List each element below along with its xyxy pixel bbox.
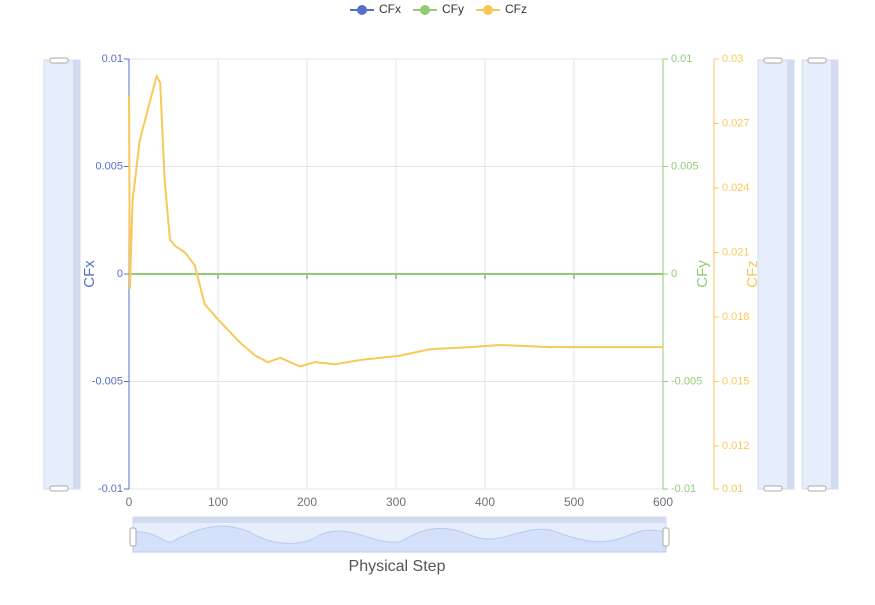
y-tick-label: 0.018 xyxy=(722,311,750,323)
y-tick-label: 0 xyxy=(117,268,123,280)
zoom-sliders[interactable] xyxy=(43,57,839,553)
legend-item[interactable]: CFz xyxy=(476,2,527,16)
y-axis-label: CFx xyxy=(81,260,98,288)
y-tick-label: 0.024 xyxy=(722,182,750,194)
y-tick-label: 0.03 xyxy=(722,53,743,65)
legend-label: CFx xyxy=(379,2,401,16)
y-tick-label: 0.021 xyxy=(722,246,750,258)
y-axis-label: CFz xyxy=(744,260,761,288)
y-tick-label: 0.01 xyxy=(722,483,743,495)
y-tick-label: 0.005 xyxy=(671,160,699,172)
y-tick-label: 0.027 xyxy=(722,117,750,129)
y-tick-label: 0.005 xyxy=(95,160,123,172)
y-tick-label: 0.015 xyxy=(722,375,750,387)
y-tick-label: -0.01 xyxy=(671,483,696,495)
y-tick-label: -0.005 xyxy=(92,375,123,387)
y-tick-label: -0.005 xyxy=(671,375,702,387)
legend-item[interactable]: CFy xyxy=(413,2,464,16)
legend-marker xyxy=(357,5,367,15)
y-axis-label: CFy xyxy=(694,260,711,288)
legend-marker xyxy=(483,5,493,15)
x-tick-label: 0 xyxy=(126,495,133,509)
x-axis-label: Physical Step xyxy=(349,558,446,575)
x-tick-label: 200 xyxy=(297,495,317,509)
legend-label: CFy xyxy=(442,2,464,16)
y-tick-label: 0.01 xyxy=(671,53,692,65)
x-tick-label: 400 xyxy=(475,495,495,509)
x-tick-label: 100 xyxy=(208,495,228,509)
x-tick-label: 600 xyxy=(653,495,673,509)
legend-item[interactable]: CFx xyxy=(350,2,401,16)
y-tick-label: 0.012 xyxy=(722,440,750,452)
x-tick-label: 300 xyxy=(386,495,406,509)
y-tick-label: 0 xyxy=(671,268,677,280)
y-tick-label: 0.01 xyxy=(102,53,123,65)
series-line xyxy=(128,73,663,368)
legend-label: CFz xyxy=(505,2,527,16)
x-tick-label: 500 xyxy=(564,495,584,509)
legend-marker xyxy=(420,5,430,15)
y-tick-label: -0.01 xyxy=(98,483,123,495)
